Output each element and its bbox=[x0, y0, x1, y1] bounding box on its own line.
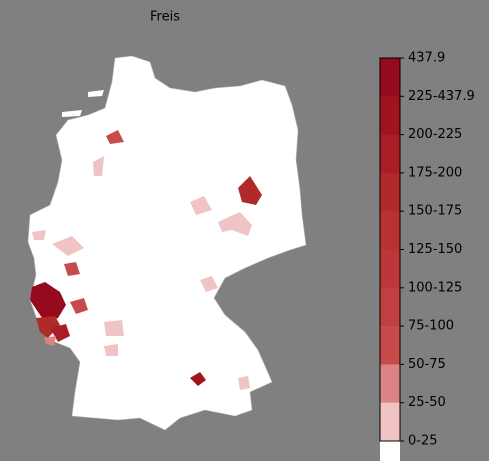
region bbox=[106, 130, 124, 144]
region bbox=[70, 298, 88, 314]
region bbox=[104, 320, 124, 336]
region bbox=[64, 262, 80, 276]
colorbar-segment bbox=[380, 441, 400, 461]
colorbar-segment bbox=[380, 134, 400, 174]
map-title: Freis bbox=[150, 10, 180, 25]
colorbar-label: 175-200 bbox=[408, 165, 462, 180]
region bbox=[44, 336, 56, 346]
colorbar-label: 437.9 bbox=[408, 51, 445, 66]
colorbar-segment bbox=[380, 249, 400, 289]
region bbox=[238, 176, 262, 205]
region bbox=[50, 324, 70, 342]
region bbox=[36, 316, 60, 338]
region bbox=[32, 230, 46, 240]
region bbox=[190, 196, 212, 215]
island bbox=[62, 110, 82, 117]
colorbar-segment bbox=[380, 211, 400, 250]
region bbox=[190, 372, 206, 386]
colorbar-segment bbox=[380, 287, 400, 327]
colorbar-label: 100-125 bbox=[408, 280, 462, 295]
colorbar-label: 225-437.9 bbox=[408, 89, 475, 104]
region bbox=[93, 156, 104, 176]
colorbar-segment bbox=[380, 172, 400, 212]
region bbox=[52, 236, 84, 256]
colorbar-label: 50-75 bbox=[408, 357, 446, 372]
colorbar: 437.9 225-437.9 200-225 175-200 150-175 125-1… bbox=[379, 51, 475, 461]
colorbar-label: 150-175 bbox=[408, 204, 462, 219]
colorbar-segment bbox=[380, 58, 400, 97]
region bbox=[218, 212, 252, 236]
colorbar-label: 75-100 bbox=[408, 319, 454, 334]
colorbar-segment bbox=[380, 402, 400, 442]
colorbar-segment bbox=[380, 326, 400, 365]
colorbar-label: 0-25 bbox=[408, 434, 438, 449]
colorbar-label: 200-225 bbox=[408, 127, 462, 142]
germany-map bbox=[27, 55, 307, 431]
colorbar-segment bbox=[380, 96, 400, 136]
colorbar-segment bbox=[380, 364, 400, 404]
colorbar-label: 25-50 bbox=[408, 395, 446, 410]
island bbox=[88, 90, 104, 97]
country-outline bbox=[27, 55, 307, 431]
region bbox=[104, 344, 118, 356]
colorbar-label: 125-150 bbox=[408, 242, 462, 257]
region bbox=[200, 276, 218, 292]
region bbox=[30, 282, 66, 322]
region bbox=[238, 376, 250, 390]
